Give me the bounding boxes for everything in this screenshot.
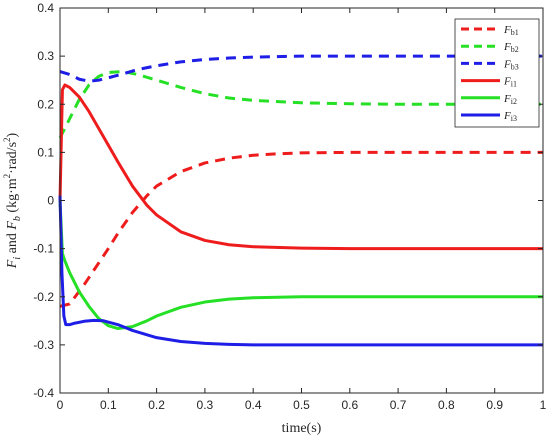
x-tick-label: 0.8 bbox=[438, 398, 455, 412]
series-line-fb3 bbox=[59, 54, 543, 83]
x-tick-label: 0.9 bbox=[486, 398, 503, 412]
legend: Fb1 Fb2 Fb3 Fi1 Fi2 Fi3 bbox=[454, 18, 540, 128]
y-tick-label: 0.2 bbox=[37, 97, 54, 111]
series-line-fb1 bbox=[59, 150, 543, 308]
x-tick-label: 1 bbox=[540, 398, 547, 412]
plot-frame bbox=[59, 7, 544, 394]
x-tick-label: 0.2 bbox=[148, 398, 165, 412]
y-tick-label: 0.3 bbox=[37, 49, 54, 63]
x-tick-label: 0 bbox=[57, 398, 64, 412]
y-tick-label: 0.4 bbox=[37, 1, 54, 15]
x-tick-label: 0.1 bbox=[100, 398, 117, 412]
x-tick-label: 0.4 bbox=[245, 398, 262, 412]
y-tick-label: -0.2 bbox=[33, 290, 54, 304]
y-tick-label: -0.3 bbox=[33, 338, 54, 352]
y-tick-label: 0 bbox=[47, 194, 54, 208]
series-line-fi1 bbox=[58, 83, 543, 251]
x-axis-title: time(s) bbox=[282, 421, 322, 436]
series-line-fi2 bbox=[58, 200, 543, 331]
legend-box bbox=[454, 18, 540, 128]
x-tick-label: 0.7 bbox=[390, 398, 407, 412]
y-tick-label: 0.1 bbox=[37, 145, 54, 159]
legend-label-fi1: Fi1 bbox=[503, 76, 517, 89]
y-tick-label: -0.4 bbox=[33, 386, 54, 400]
x-tick-label: 0.6 bbox=[341, 398, 358, 412]
x-tick-label: 0.5 bbox=[293, 398, 310, 412]
legend-label-fb3: Fb3 bbox=[503, 58, 519, 71]
x-tick-label: 0.3 bbox=[197, 398, 214, 412]
y-tick-label: -0.1 bbox=[33, 242, 54, 256]
series-line-fb2 bbox=[58, 70, 543, 139]
series-line-fi3 bbox=[58, 195, 543, 347]
legend-label-fi2: Fi2 bbox=[503, 93, 517, 106]
legend-label-fi3: Fi3 bbox=[503, 110, 517, 123]
legend-label-fb1: Fb1 bbox=[503, 24, 519, 37]
y-axis-title: Fi and Fb (kg·m2·rad/s2) bbox=[2, 132, 23, 269]
series-layer bbox=[58, 54, 543, 347]
legend-label-fb2: Fb2 bbox=[503, 41, 519, 54]
